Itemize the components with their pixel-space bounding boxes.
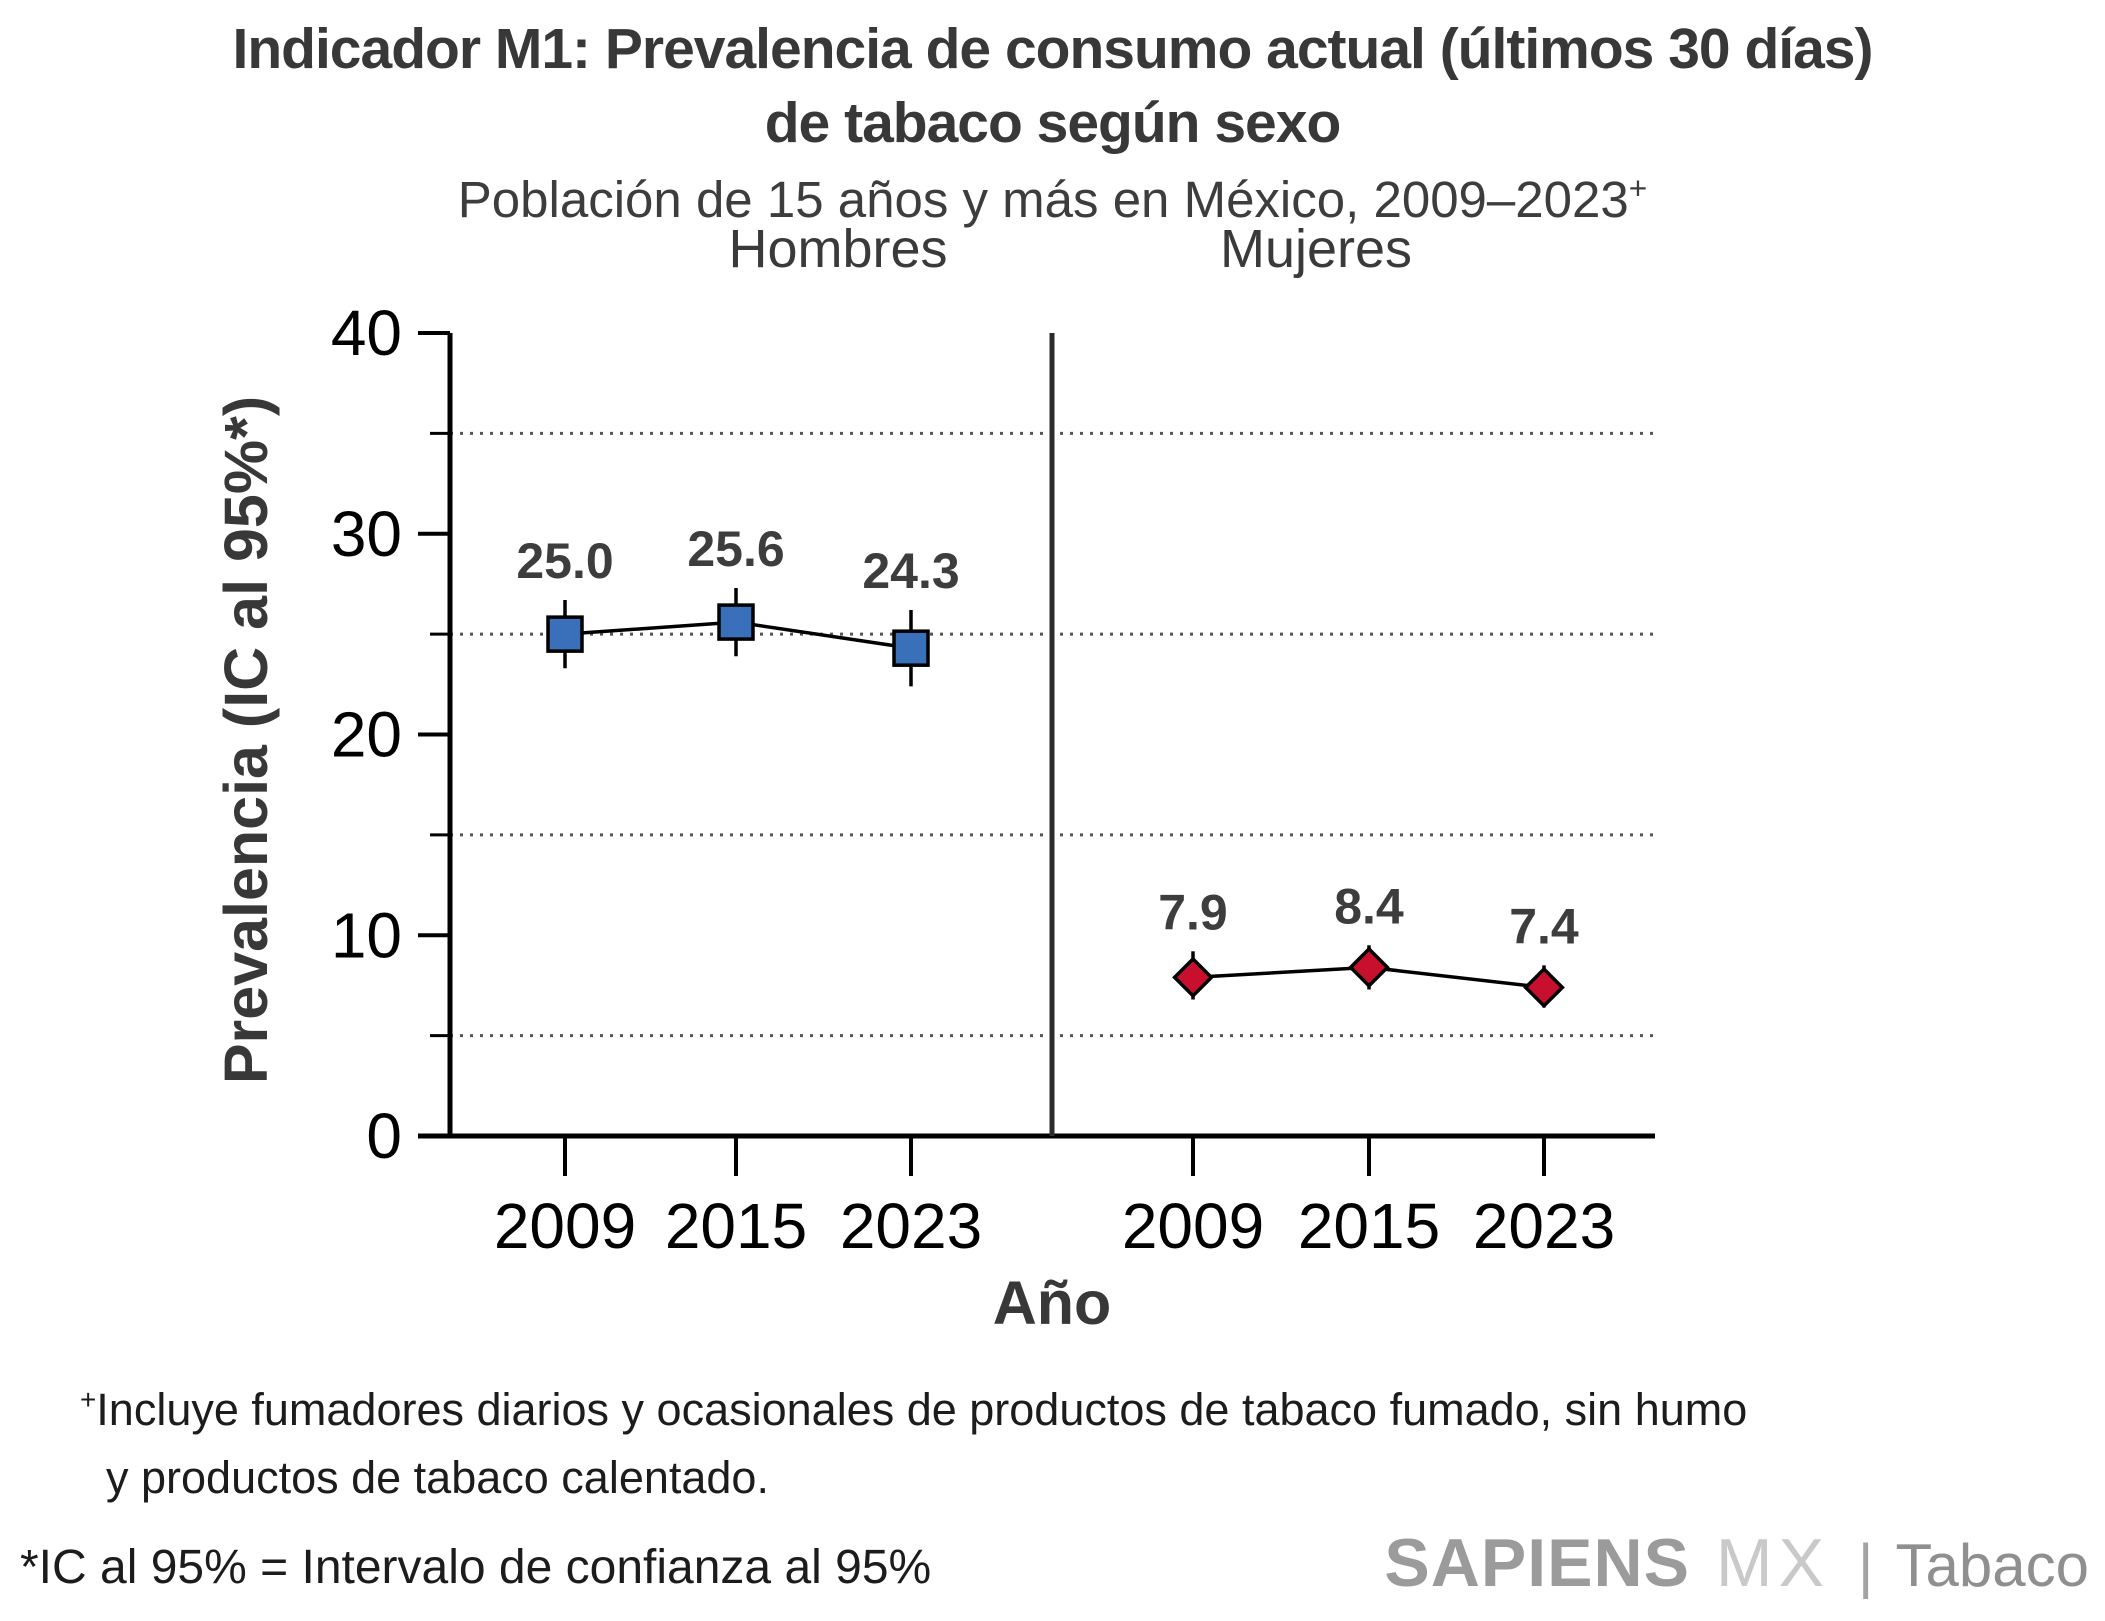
y-tick-label-20: 20 — [331, 699, 402, 771]
x-tick-label-p1-2009: 2009 — [1122, 1190, 1264, 1262]
sapiens-mx-tabaco-logo: SAPIENS MX | Tabaco — [1384, 1524, 2089, 1602]
marker-diamond-mujeres-2009 — [1172, 956, 1214, 999]
footnote: +Incluye fumadores diarios y ocasionales… — [80, 1376, 2030, 1512]
y-tick-label-40: 40 — [331, 297, 402, 369]
chart-subtitle-text: Población de 15 años y más en México, 20… — [457, 171, 1629, 228]
x-axis-title: Año — [992, 1269, 1112, 1337]
marker-diamond-mujeres-2023 — [1523, 966, 1565, 1009]
x-tick-label-p0-2023: 2023 — [840, 1190, 982, 1262]
data-label-mujeres-2023: 7.4 — [1509, 898, 1579, 954]
x-tick-label-p1-2023: 2023 — [1473, 1190, 1615, 1262]
x-tick-label-p1-2015: 2015 — [1298, 1190, 1440, 1262]
marker-square-hombres-2023 — [892, 629, 930, 667]
data-label-hombres-2009: 25.0 — [516, 533, 613, 589]
x-tick-label-p0-2015: 2015 — [665, 1190, 807, 1262]
logo-product-text: Tabaco — [1895, 1532, 2089, 1599]
footnote-line2: y productos de tabaco calentado. — [106, 1452, 769, 1503]
ci-definition-note: *IC al 95% = Intervalo de confianza al 9… — [20, 1541, 932, 1594]
logo-brand-text: SAPIENS — [1384, 1525, 1690, 1601]
data-label-hombres-2015: 25.6 — [687, 521, 784, 577]
panel-header-hombres: Hombres — [728, 219, 948, 279]
data-label-mujeres-2015: 8.4 — [1334, 878, 1404, 934]
y-tick-label-0: 0 — [366, 1100, 402, 1172]
panel-header-mujeres: Mujeres — [1219, 219, 1413, 279]
logo-separator-bar: | — [1857, 1532, 1874, 1599]
chart-title-line2: de tabaco según sexo — [764, 91, 1342, 155]
chart-subtitle-superscript: + — [1628, 170, 1648, 206]
marker-square-hombres-2015 — [717, 603, 755, 641]
data-label-hombres-2023: 24.3 — [862, 543, 959, 599]
footnote-line1: Incluye fumadores diarios y ocasionales … — [96, 1384, 1748, 1435]
chart-subtitle: Población de 15 años y más en México, 20… — [0, 170, 2105, 229]
y-tick-label-10: 10 — [331, 899, 402, 971]
y-tick-label-30: 30 — [331, 498, 402, 570]
data-label-mujeres-2009: 7.9 — [1158, 884, 1228, 940]
chart-title: Indicador M1: Prevalencia de consumo act… — [0, 12, 2105, 160]
marker-square-hombres-2009 — [546, 615, 584, 653]
footnote-superscript: + — [80, 1384, 97, 1415]
chart-title-line1: Indicador M1: Prevalencia de consumo act… — [232, 17, 1874, 81]
logo-region-text: MX — [1715, 1525, 1830, 1601]
marker-diamond-mujeres-2015 — [1348, 946, 1390, 989]
x-tick-label-p0-2009: 2009 — [494, 1190, 636, 1262]
